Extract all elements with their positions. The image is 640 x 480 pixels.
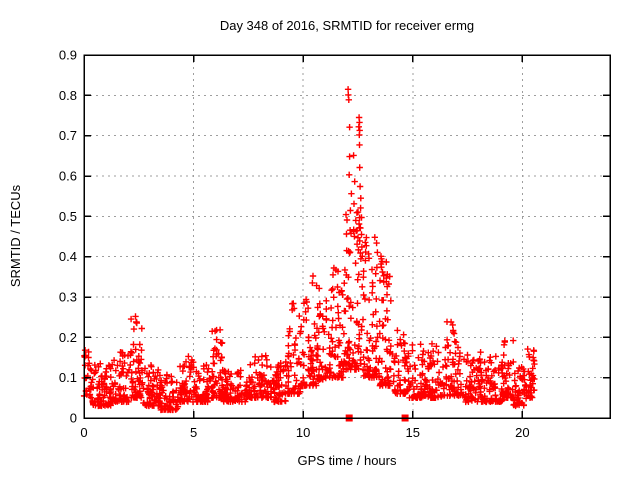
y-tick-label: 0.5 [59,209,77,224]
y-tick-label: 0.3 [59,290,77,305]
y-tick-label: 0.6 [59,169,77,184]
x-tick-label: 5 [190,425,197,440]
y-tick-label: 0 [70,411,77,426]
x-tick-label: 20 [515,425,529,440]
plot-border [83,54,611,419]
x-tick-label: 15 [406,425,420,440]
y-tick-labels: 0 0.1 0.2 0.3 0.4 0.5 0.6 0.7 0.8 0.9 [59,48,77,426]
x-tick-label: 10 [296,425,310,440]
chart-title: Day 348 of 2016, SRMTID for receiver erm… [220,18,474,33]
x-tick-labels: 0 5 10 15 20 [80,425,529,440]
gridlines [84,55,610,418]
y-tick-label: 0.4 [59,249,77,264]
y-tick-label: 0.8 [59,88,77,103]
y-tick-label: 0.7 [59,128,77,143]
y-tick-label: 0.9 [59,48,77,63]
scatter-points [80,86,538,414]
y-axis-label: SRMTID / TECUs [8,184,23,287]
x-tick-label: 0 [80,425,87,440]
x-axis-label: GPS time / hours [298,453,397,468]
y-tick-label: 0.1 [59,370,77,385]
y-tick-label: 0.2 [59,330,77,345]
